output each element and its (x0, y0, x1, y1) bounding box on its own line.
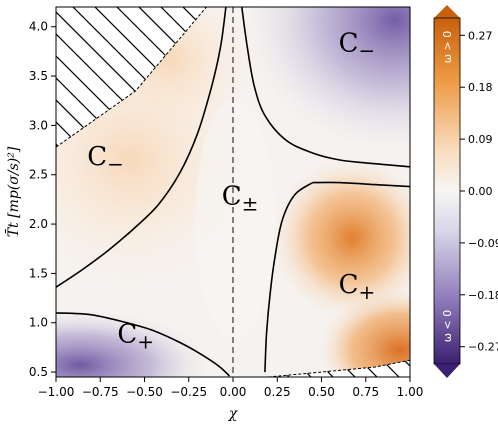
region-letter: C (339, 270, 359, 300)
colorbar-tick-label: 0.00 (468, 185, 493, 198)
region-subscript: − (107, 152, 124, 176)
y-tick-label: 4.0 (29, 20, 48, 34)
colorbar-tick-label: −0.18 (468, 289, 498, 302)
heat-center-light (195, 100, 275, 340)
region-subscript: + (358, 280, 375, 304)
x-tick-label: 0.00 (220, 385, 247, 399)
x-tick-label: −1.00 (38, 385, 75, 399)
x-axis-ticks: −1.00 −0.75 −0.50 −0.25 0.00 0.25 0.50 0.75 1.00 (38, 377, 424, 399)
x-tick-label: −0.50 (126, 385, 163, 399)
colorbar-top-extension (434, 5, 460, 18)
contour-upper-right (241, 7, 410, 168)
region-letter: C (87, 142, 107, 172)
region-letter: C (222, 181, 242, 211)
colorbar-tick-label: 0.09 (468, 133, 493, 146)
x-tick-label: −0.25 (170, 385, 207, 399)
x-tick-label: −0.75 (82, 385, 119, 399)
x-axis-label: χ (228, 406, 239, 422)
colorbar: ω > 0 ω < 0 0.27 0.18 0.09 0.00 −0.09 −0.18 −0… (433, 5, 498, 378)
colorbar-gradient (433, 17, 461, 365)
y-axis-ticks: 0.5 1.0 1.5 2.0 2.5 3.0 3.5 4.0 (29, 20, 56, 379)
y-tick-label: 3.5 (29, 69, 48, 83)
region-subscript: ± (242, 191, 259, 215)
y-axis-label: T̄t [mp(σ/s)²] (4, 146, 22, 237)
y-tick-label: 1.5 (29, 266, 48, 280)
contour-lower-left (56, 312, 231, 377)
hatched-region-bottom-right (268, 359, 410, 377)
y-tick-label: 2.5 (29, 168, 48, 182)
region-label: C− (87, 142, 124, 176)
x-tick-label: 0.50 (308, 385, 335, 399)
region-label: C+ (339, 270, 376, 304)
contour-lines (56, 7, 410, 377)
region-subscript: − (358, 38, 375, 62)
heat-right-hot-core (272, 158, 410, 318)
hatched-region-top-left (56, 7, 208, 148)
region-letter: C (117, 319, 137, 349)
colorbar-ticks: 0.27 0.18 0.09 0.00 −0.09 −0.18 −0.27 (460, 29, 498, 354)
contour-lower-right-2 (264, 181, 314, 373)
x-tick-label: 1.00 (397, 385, 424, 399)
contour-upper-left (56, 7, 227, 288)
colorbar-bottom-annotation: ω < 0 (441, 310, 454, 342)
colorbar-top-annotation: ω > 0 (441, 31, 454, 63)
heat-bottom-left-cool (56, 310, 210, 377)
region-letter: C (339, 28, 359, 58)
region-label: C− (339, 28, 376, 62)
colorbar-bottom-extension (434, 364, 460, 378)
x-tick-label: 0.25 (264, 385, 291, 399)
region-label: C+ (117, 319, 154, 353)
region-subscript: + (137, 329, 154, 353)
contour-lower-right (312, 181, 410, 188)
y-tick-label: 1.0 (29, 316, 48, 330)
colorbar-tick-label: −0.09 (468, 237, 498, 250)
region-label: C± (222, 181, 259, 215)
y-tick-label: 0.5 (29, 365, 48, 379)
y-tick-label: 3.0 (29, 118, 48, 132)
colorbar-tick-label: 0.27 (468, 29, 493, 42)
y-tick-label: 2.0 (29, 217, 48, 231)
colorbar-tick-label: 0.18 (468, 81, 493, 94)
heat-top-right-cool (245, 7, 410, 150)
x-tick-label: 0.75 (352, 385, 379, 399)
colorbar-tick-label: −0.27 (468, 341, 498, 354)
region-labels: C−C−C±C+C+ (87, 28, 375, 353)
heat-bottom-right-hot (320, 290, 410, 377)
